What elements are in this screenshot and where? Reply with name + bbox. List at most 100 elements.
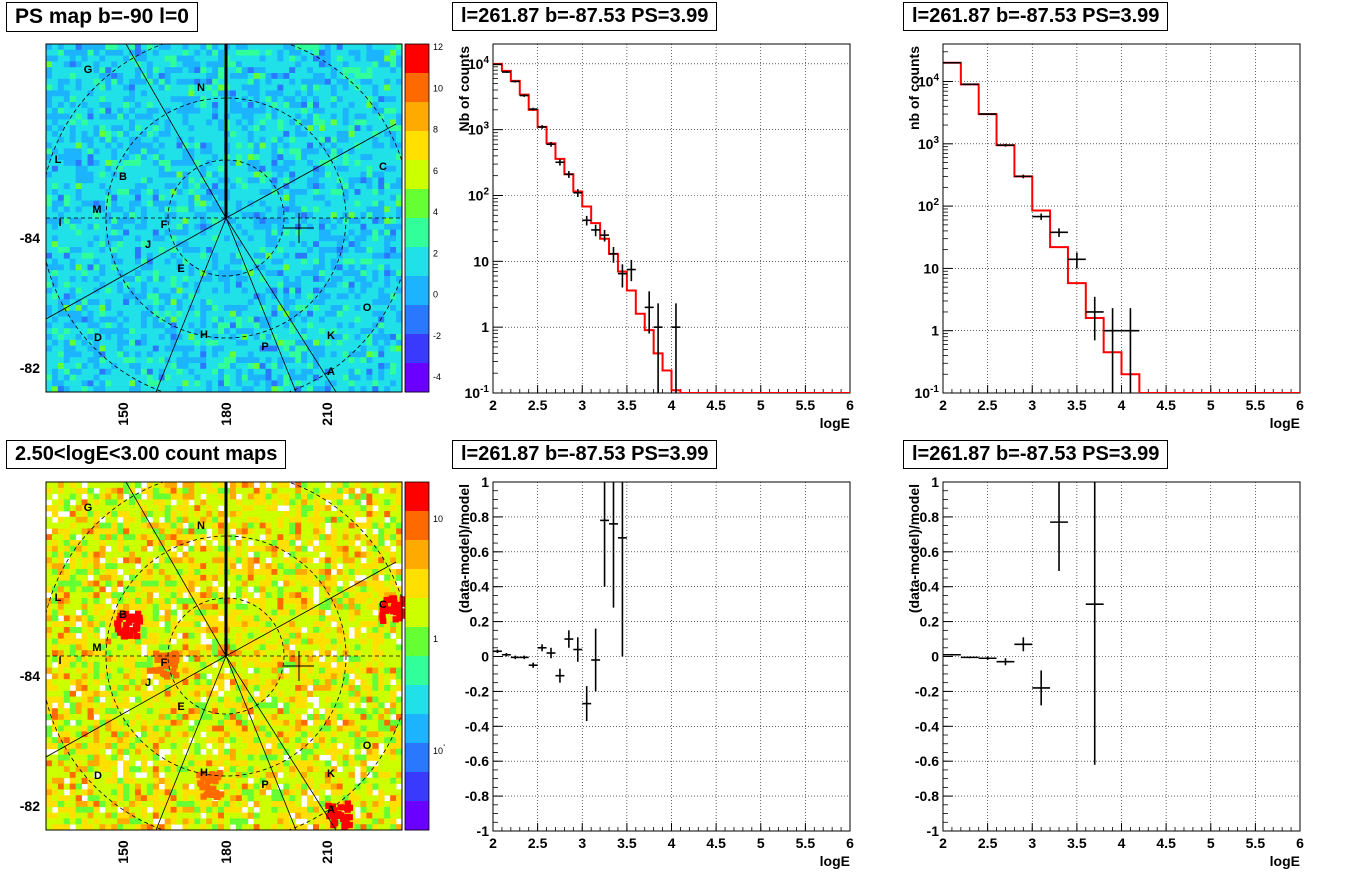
data-point (591, 628, 601, 692)
map-sector-line (225, 217, 337, 392)
residual-title-1: l=261.87 b=-87.53 PS=3.99 (452, 440, 718, 469)
data-point (1050, 228, 1068, 237)
data-point (960, 656, 979, 659)
x-tick-label: 5.5 (796, 835, 816, 851)
y-tick-label: 1 (931, 323, 939, 339)
y-tick-label: 0.2 (920, 614, 940, 630)
x-tick-label: 6 (1296, 835, 1304, 851)
colorbar-tick: 4 (433, 207, 438, 217)
y-tick-label: 1 (481, 476, 489, 490)
x-axis-label: logE (820, 853, 850, 869)
y-axis-label: (data-model)/model (456, 484, 472, 613)
data-point (1067, 252, 1086, 269)
count-map-title: 2.50<logE<3.00 count maps (6, 440, 287, 469)
colorbar-swatch (405, 482, 429, 512)
y-tick-label: 1 (481, 319, 489, 335)
colorbar-frame (404, 481, 430, 831)
data-point (609, 247, 618, 263)
data-point (996, 143, 1015, 147)
y-tick-label: 0.8 (920, 509, 940, 525)
region-label-K: K (327, 768, 335, 780)
x-tick-label: 6 (846, 835, 854, 851)
data-point (573, 189, 583, 197)
data-point (1050, 482, 1068, 571)
x-tick-label: 2 (489, 835, 497, 851)
x-tick-label: 2 (939, 397, 947, 413)
map-y-tick: -82 (20, 798, 40, 814)
plot-area (943, 61, 1300, 393)
region-label-M: M (92, 204, 101, 216)
map-y-tick: -84 (20, 668, 40, 684)
y-tick-label: 0.6 (920, 544, 940, 560)
region-label-B: B (119, 171, 127, 183)
data-point (1014, 174, 1033, 179)
x-tick-label: 4 (1118, 397, 1126, 413)
x-tick-label: 4.5 (706, 397, 726, 413)
map-sector-line (155, 655, 227, 830)
residual-chart-2: 2 2.5 3 3.5 4 4.5 5 5.5 6 -1 -0.8 -0.6 -0.4 -0.2 0 0.2 0… (906, 476, 1304, 869)
y-tick-label: 103 (918, 135, 940, 152)
region-label-G: G (84, 502, 93, 514)
x-axis-label: logE (1270, 853, 1300, 869)
map-sector-line (225, 655, 337, 830)
data-point (582, 215, 592, 226)
plot-frame (492, 43, 851, 394)
region-label-G: G (84, 64, 93, 76)
data-point (564, 171, 574, 178)
map-sector-line (225, 561, 397, 657)
y-tick-label: -1 (477, 823, 490, 839)
region-label-C: C (379, 599, 387, 611)
x-tick-label: 3.5 (617, 835, 637, 851)
map-sector-line (155, 217, 227, 392)
y-tick-label: -0.4 (465, 718, 489, 734)
colorbar-swatch (405, 334, 429, 364)
map-x-tick: 180 (218, 840, 234, 864)
region-label-I: I (58, 655, 61, 667)
map-sector-line (125, 44, 227, 219)
data-point (609, 482, 618, 608)
y-tick-label: -0.6 (465, 753, 489, 769)
region-label-M: M (92, 642, 101, 654)
count-map-panel: G N L C B M I FJ E O D H P K A 150 180 210 -84 -82 10 1 10-1 (20, 481, 445, 864)
data-point (555, 668, 565, 683)
region-label-K: K (327, 330, 335, 342)
region-label-F: F (161, 657, 168, 669)
x-tick-label: 3.5 (1067, 397, 1087, 413)
y-tick-label: 102 (918, 197, 940, 214)
plot-area (943, 482, 1104, 765)
map-sector-line (46, 217, 227, 320)
data-point (626, 259, 636, 282)
region-label-N: N (197, 82, 205, 94)
region-label-P: P (261, 341, 268, 353)
y-axis-label: nb of counts (906, 46, 922, 130)
map-x-tick: 150 (115, 402, 131, 426)
region-label-L: L (55, 154, 62, 166)
region-label-I: I (58, 217, 61, 229)
x-tick-label: 5 (757, 397, 765, 413)
map-ring (105, 535, 347, 777)
y-tick-label: 0.6 (470, 544, 490, 560)
colorbar-tick: -2 (433, 331, 441, 341)
colorbar-swatch (405, 160, 429, 190)
x-tick-label: 4 (668, 835, 676, 851)
colorbar-swatch (405, 627, 429, 657)
y-tick-label: 10-1 (465, 384, 490, 401)
data-point (1121, 308, 1140, 393)
map-ring (105, 97, 347, 339)
data-point (528, 107, 538, 111)
data-point (493, 649, 502, 654)
colorbar-swatch (405, 363, 429, 393)
data-point (501, 653, 511, 657)
y-tick-label: -0.4 (915, 718, 939, 734)
region-label-H: H (200, 767, 208, 779)
colorbar-tick: -4 (433, 372, 441, 382)
x-tick-label: 2.5 (978, 397, 998, 413)
y-tick-label: 0.4 (470, 579, 490, 595)
map-sector-line (46, 655, 227, 758)
colorbar-swatch (405, 189, 429, 219)
y-tick-label: 10 (473, 253, 489, 269)
y-axis-label: Nb of counts (456, 46, 472, 132)
colorbar-swatch (405, 540, 429, 570)
data-point (582, 686, 592, 722)
data-point (537, 125, 547, 129)
